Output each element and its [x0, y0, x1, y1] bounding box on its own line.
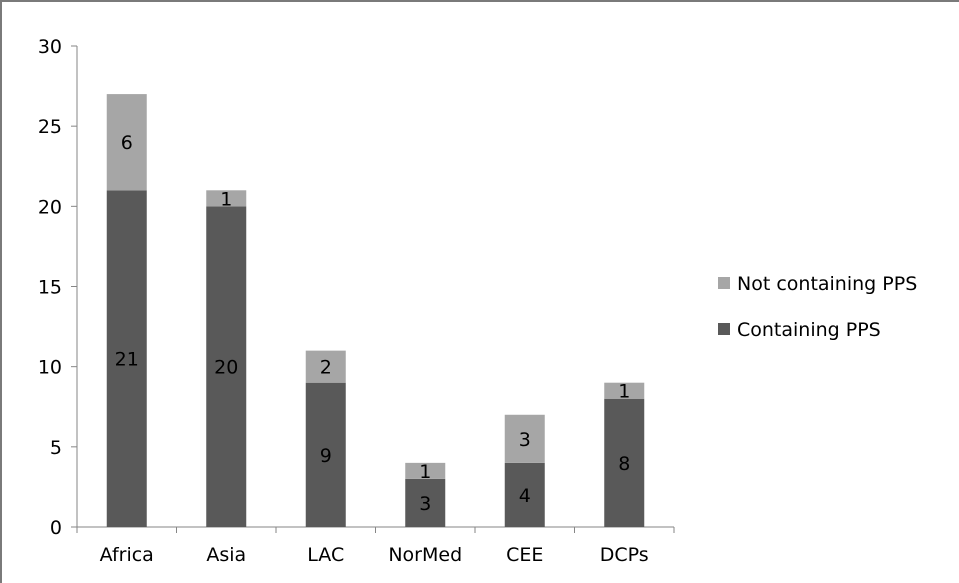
- y-tick-label: 20: [38, 196, 62, 218]
- y-tick-label: 15: [38, 277, 62, 299]
- bar-not-containing-pps-cee: [504, 414, 545, 463]
- y-tick-label: 10: [38, 357, 62, 379]
- x-tick-label: CEE: [506, 544, 543, 566]
- bar-containing-pps-africa: [106, 190, 147, 528]
- x-tick-label: Asia: [206, 544, 246, 566]
- bar-not-containing-pps-asia: [206, 190, 247, 207]
- data-label-containing-pps: 8: [618, 453, 630, 475]
- data-label-not-containing-pps: 1: [618, 381, 630, 403]
- y-tick-label: 5: [50, 437, 62, 459]
- legend-label: Not containing PPS: [737, 273, 917, 295]
- bar-containing-pps-dcps: [604, 398, 645, 527]
- data-label-containing-pps: 3: [419, 493, 431, 515]
- data-label-not-containing-pps: 1: [220, 188, 232, 210]
- data-label-containing-pps: 21: [115, 349, 139, 371]
- legend-swatch: [718, 323, 730, 335]
- bar-not-containing-pps-normed: [405, 462, 446, 479]
- bar-not-containing-pps-africa: [106, 94, 147, 191]
- bar-not-containing-pps-lac: [305, 350, 346, 383]
- data-label-not-containing-pps: 1: [419, 461, 431, 483]
- bar-containing-pps-normed: [405, 478, 446, 527]
- data-label-not-containing-pps: 2: [320, 357, 332, 379]
- legend-swatch: [718, 277, 730, 289]
- x-tick-label: Africa: [100, 544, 154, 566]
- y-tick-label: 25: [38, 116, 62, 138]
- data-label-not-containing-pps: 3: [519, 429, 531, 451]
- data-label-containing-pps: 4: [519, 485, 531, 507]
- bar-containing-pps-cee: [504, 462, 545, 527]
- x-tick-label: LAC: [307, 544, 344, 566]
- y-tick-label: 0: [50, 517, 62, 539]
- x-tick-label: DCPs: [600, 544, 649, 566]
- legend-label: Containing PPS: [737, 319, 881, 341]
- x-tick-label: NorMed: [388, 544, 462, 566]
- bar-not-containing-pps-dcps: [604, 382, 645, 399]
- data-label-containing-pps: 9: [320, 445, 332, 467]
- bar-containing-pps-lac: [305, 382, 346, 527]
- bar-containing-pps-asia: [206, 206, 247, 528]
- y-tick-label: 30: [38, 36, 62, 58]
- data-label-not-containing-pps: 6: [121, 132, 133, 154]
- data-label-containing-pps: 20: [214, 357, 238, 379]
